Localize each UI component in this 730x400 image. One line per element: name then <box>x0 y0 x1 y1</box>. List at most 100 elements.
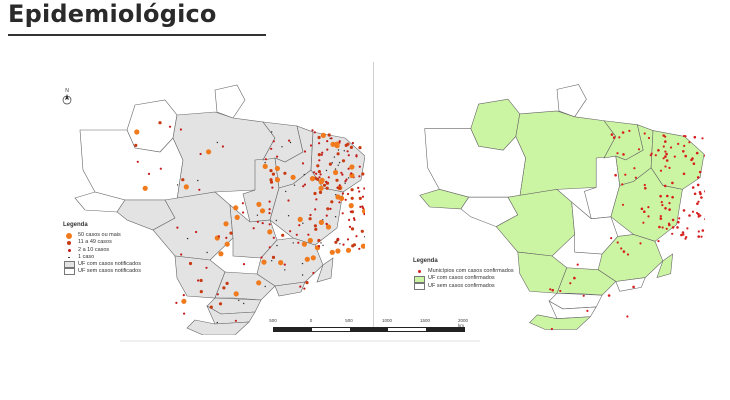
case-dot <box>216 321 218 324</box>
case-dot <box>268 223 271 226</box>
case-dot <box>358 247 361 250</box>
case-dot <box>313 224 317 228</box>
case-dot <box>328 162 332 166</box>
case-dot <box>364 236 365 238</box>
case-dot <box>691 157 694 160</box>
scale-label: 0 <box>309 318 313 323</box>
case-dot <box>344 143 348 147</box>
case-dot <box>305 281 309 285</box>
case-dot <box>186 237 189 240</box>
case-dot <box>357 186 360 189</box>
case-dot <box>264 158 267 161</box>
case-dot <box>330 137 333 140</box>
case-dot <box>344 180 347 183</box>
legend-item: UF com casos confirmados <box>413 275 514 283</box>
case-dot <box>610 133 614 136</box>
legend-label: 2 a 10 casos <box>78 246 110 253</box>
case-dot <box>303 183 306 186</box>
case-dot <box>704 154 705 157</box>
case-dot <box>325 169 328 172</box>
uf-regions <box>74 84 365 335</box>
case-dot <box>268 200 271 203</box>
map-right-svg <box>419 84 705 331</box>
case-dot <box>276 244 278 247</box>
case-dot <box>206 251 208 254</box>
map-left-svg: N <box>62 84 365 335</box>
case-dot <box>313 191 317 196</box>
case-dot <box>295 233 298 236</box>
municipio-dots <box>549 129 705 331</box>
case-dot <box>216 141 218 144</box>
case-dot <box>289 230 292 233</box>
case-dot <box>359 205 362 208</box>
case-dot <box>355 235 358 238</box>
case-dot <box>334 168 337 170</box>
case-dot <box>275 219 277 222</box>
scale-label: 1000 <box>381 318 393 323</box>
legend-label: UF com casos notificados <box>78 261 141 268</box>
case-dot <box>659 215 662 218</box>
case-dot <box>664 155 667 158</box>
case-dot <box>582 294 585 297</box>
case-dot <box>349 145 353 149</box>
case-dot <box>243 302 245 305</box>
case-dot <box>669 146 673 149</box>
case-dot <box>573 276 576 280</box>
case-dot <box>329 207 332 210</box>
case-dot <box>317 238 321 243</box>
case-dots <box>134 121 365 324</box>
case-dot <box>338 184 341 187</box>
legend-notified: Legenda 50 casos ou mais 11 a 49 casos 2… <box>63 222 141 276</box>
case-dot <box>199 152 202 156</box>
case-dot <box>616 152 619 155</box>
case-dot <box>319 173 322 176</box>
case-dot <box>281 146 283 148</box>
case-dot <box>671 226 675 229</box>
case-dot <box>363 187 365 190</box>
scale-label: 1500 <box>419 318 431 323</box>
case-dot <box>256 201 262 207</box>
case-dot <box>261 222 264 225</box>
case-dot <box>197 179 199 182</box>
scale-label: 2000 km <box>457 318 469 328</box>
uf-white-swatch-icon <box>413 282 425 290</box>
case-dot <box>346 238 350 241</box>
case-dot <box>691 210 695 213</box>
case-dot <box>287 215 290 217</box>
case-dot <box>336 152 340 156</box>
case-dot <box>298 224 301 227</box>
uf-gray-swatch-icon <box>63 261 75 269</box>
uf-rs <box>186 319 250 335</box>
case-dot <box>346 150 349 153</box>
case-dot <box>701 229 705 232</box>
case-dot <box>206 149 212 155</box>
case-dot <box>269 180 274 184</box>
case-dot <box>216 293 219 296</box>
case-dot <box>662 157 665 160</box>
case-dot <box>343 150 345 152</box>
case-dot <box>335 248 341 254</box>
case-dot <box>699 214 702 217</box>
uf-regions <box>419 84 705 330</box>
case-dot <box>348 225 352 228</box>
case-dot <box>264 161 266 164</box>
case-dot <box>176 184 179 186</box>
case-dot <box>661 226 664 229</box>
case-dot <box>271 131 273 133</box>
case-dot <box>663 184 667 188</box>
case-dot <box>299 285 302 288</box>
case-dot <box>307 233 310 236</box>
case-dot <box>351 141 354 145</box>
case-dot <box>349 164 355 170</box>
case-dot <box>301 274 304 276</box>
case-dot <box>344 182 346 184</box>
page-title: Epidemiológico <box>8 0 217 28</box>
case-dot <box>353 218 356 221</box>
map-notified-cases: N <box>55 60 365 335</box>
case-dot <box>318 190 323 194</box>
case-dot <box>314 227 318 231</box>
case-dot <box>147 172 151 175</box>
dot-large-icon <box>66 232 72 239</box>
legend-label: 1 caso <box>78 253 95 260</box>
case-dot <box>342 243 345 246</box>
